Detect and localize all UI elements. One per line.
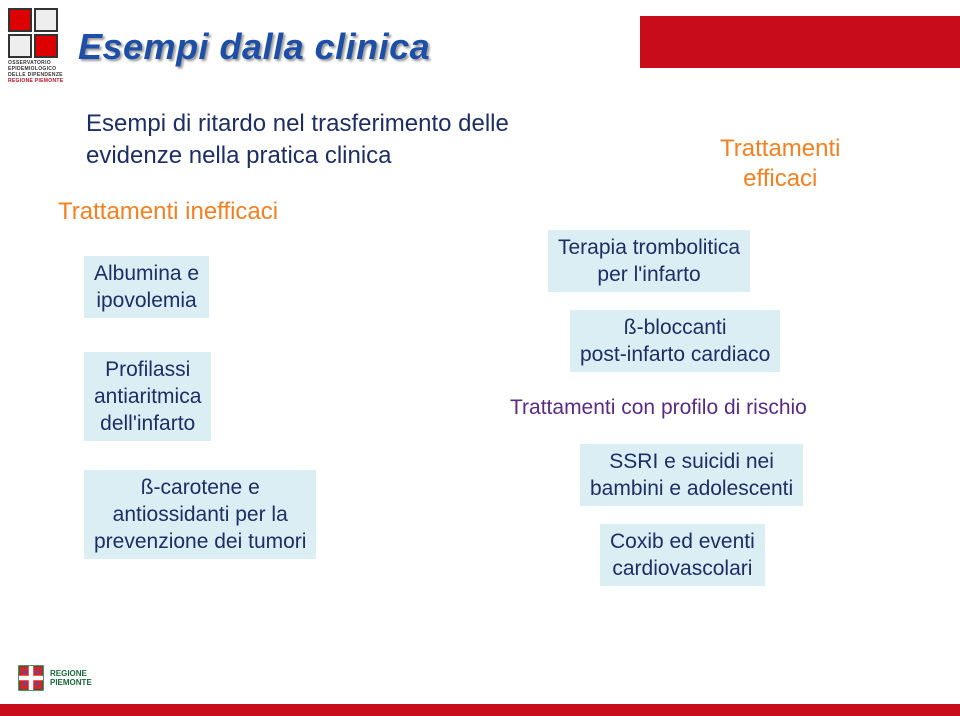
pill-albumina: Albumina e ipovolemia xyxy=(84,256,209,318)
pill-coxib-l2: cardiovascolari xyxy=(612,557,752,580)
pill-ssri: SSRI e suicidi nei bambini e adolescenti xyxy=(580,444,803,506)
logo-regione-piemonte: REGIONEPIEMONTE xyxy=(16,656,108,700)
pill-profilassi-l2: antiaritmica xyxy=(94,385,201,408)
pill-trombolitica-l2: per l'infarto xyxy=(597,263,700,286)
pill-bloccanti-l1: ß-bloccanti xyxy=(624,316,727,339)
pill-carotene-l2: antiossidanti per la xyxy=(113,503,288,526)
pill-coxib-l1: Coxib ed eventi xyxy=(610,530,755,553)
pill-coxib: Coxib ed eventi cardiovascolari xyxy=(600,524,765,586)
pill-bloccanti-l2: post-infarto cardiaco xyxy=(580,343,770,366)
slide-title: Esempi dalla clinica xyxy=(78,26,430,68)
label-effective-line1: Trattamenti xyxy=(720,135,840,162)
pill-trombolitica: Terapia trombolitica per l'infarto xyxy=(548,230,750,292)
logo-osservatorio: OSSERVATORIO EPIDEMIOLOGICO DELLE DIPEND… xyxy=(8,8,74,86)
top-accent-bar xyxy=(640,16,960,68)
subtitle-line-1: Esempi di ritardo nel trasferimento dell… xyxy=(86,110,509,137)
pill-bloccanti: ß-bloccanti post-infarto cardiaco xyxy=(570,310,780,372)
pill-profilassi: Profilassi antiaritmica dell'infarto xyxy=(84,352,211,441)
slide: OSSERVATORIO EPIDEMIOLOGICO DELLE DIPEND… xyxy=(0,0,960,716)
label-effective: Trattamenti efficaci xyxy=(720,134,840,194)
logo-regione-text: REGIONEPIEMONTE xyxy=(50,669,92,687)
label-risk: Trattamenti con profilo di rischio xyxy=(510,396,807,420)
pill-carotene-l1: ß-carotene e xyxy=(141,476,260,499)
pill-profilassi-l3: dell'infarto xyxy=(100,412,195,435)
label-ineffective: Trattamenti inefficaci xyxy=(58,198,278,226)
logo-text-4: REGIONE PIEMONTE xyxy=(8,78,63,84)
subtitle-line-2: evidenze nella pratica clinica xyxy=(86,142,392,169)
pill-ssri-l1: SSRI e suicidi nei xyxy=(609,450,774,473)
pill-ssri-l2: bambini e adolescenti xyxy=(590,477,793,500)
pill-profilassi-l1: Profilassi xyxy=(105,358,190,381)
bottom-accent-bar xyxy=(0,704,960,716)
pill-carotene-l3: prevenzione dei tumori xyxy=(94,530,306,553)
label-effective-line2: efficaci xyxy=(743,165,817,192)
slide-subtitle: Esempi di ritardo nel trasferimento dell… xyxy=(86,108,686,172)
pill-albumina-l1: Albumina e xyxy=(94,262,199,285)
pill-albumina-l2: ipovolemia xyxy=(96,289,196,312)
piemonte-flag-icon xyxy=(16,663,46,693)
pill-trombolitica-l1: Terapia trombolitica xyxy=(558,236,740,259)
pill-carotene: ß-carotene e antiossidanti per la preven… xyxy=(84,470,316,559)
